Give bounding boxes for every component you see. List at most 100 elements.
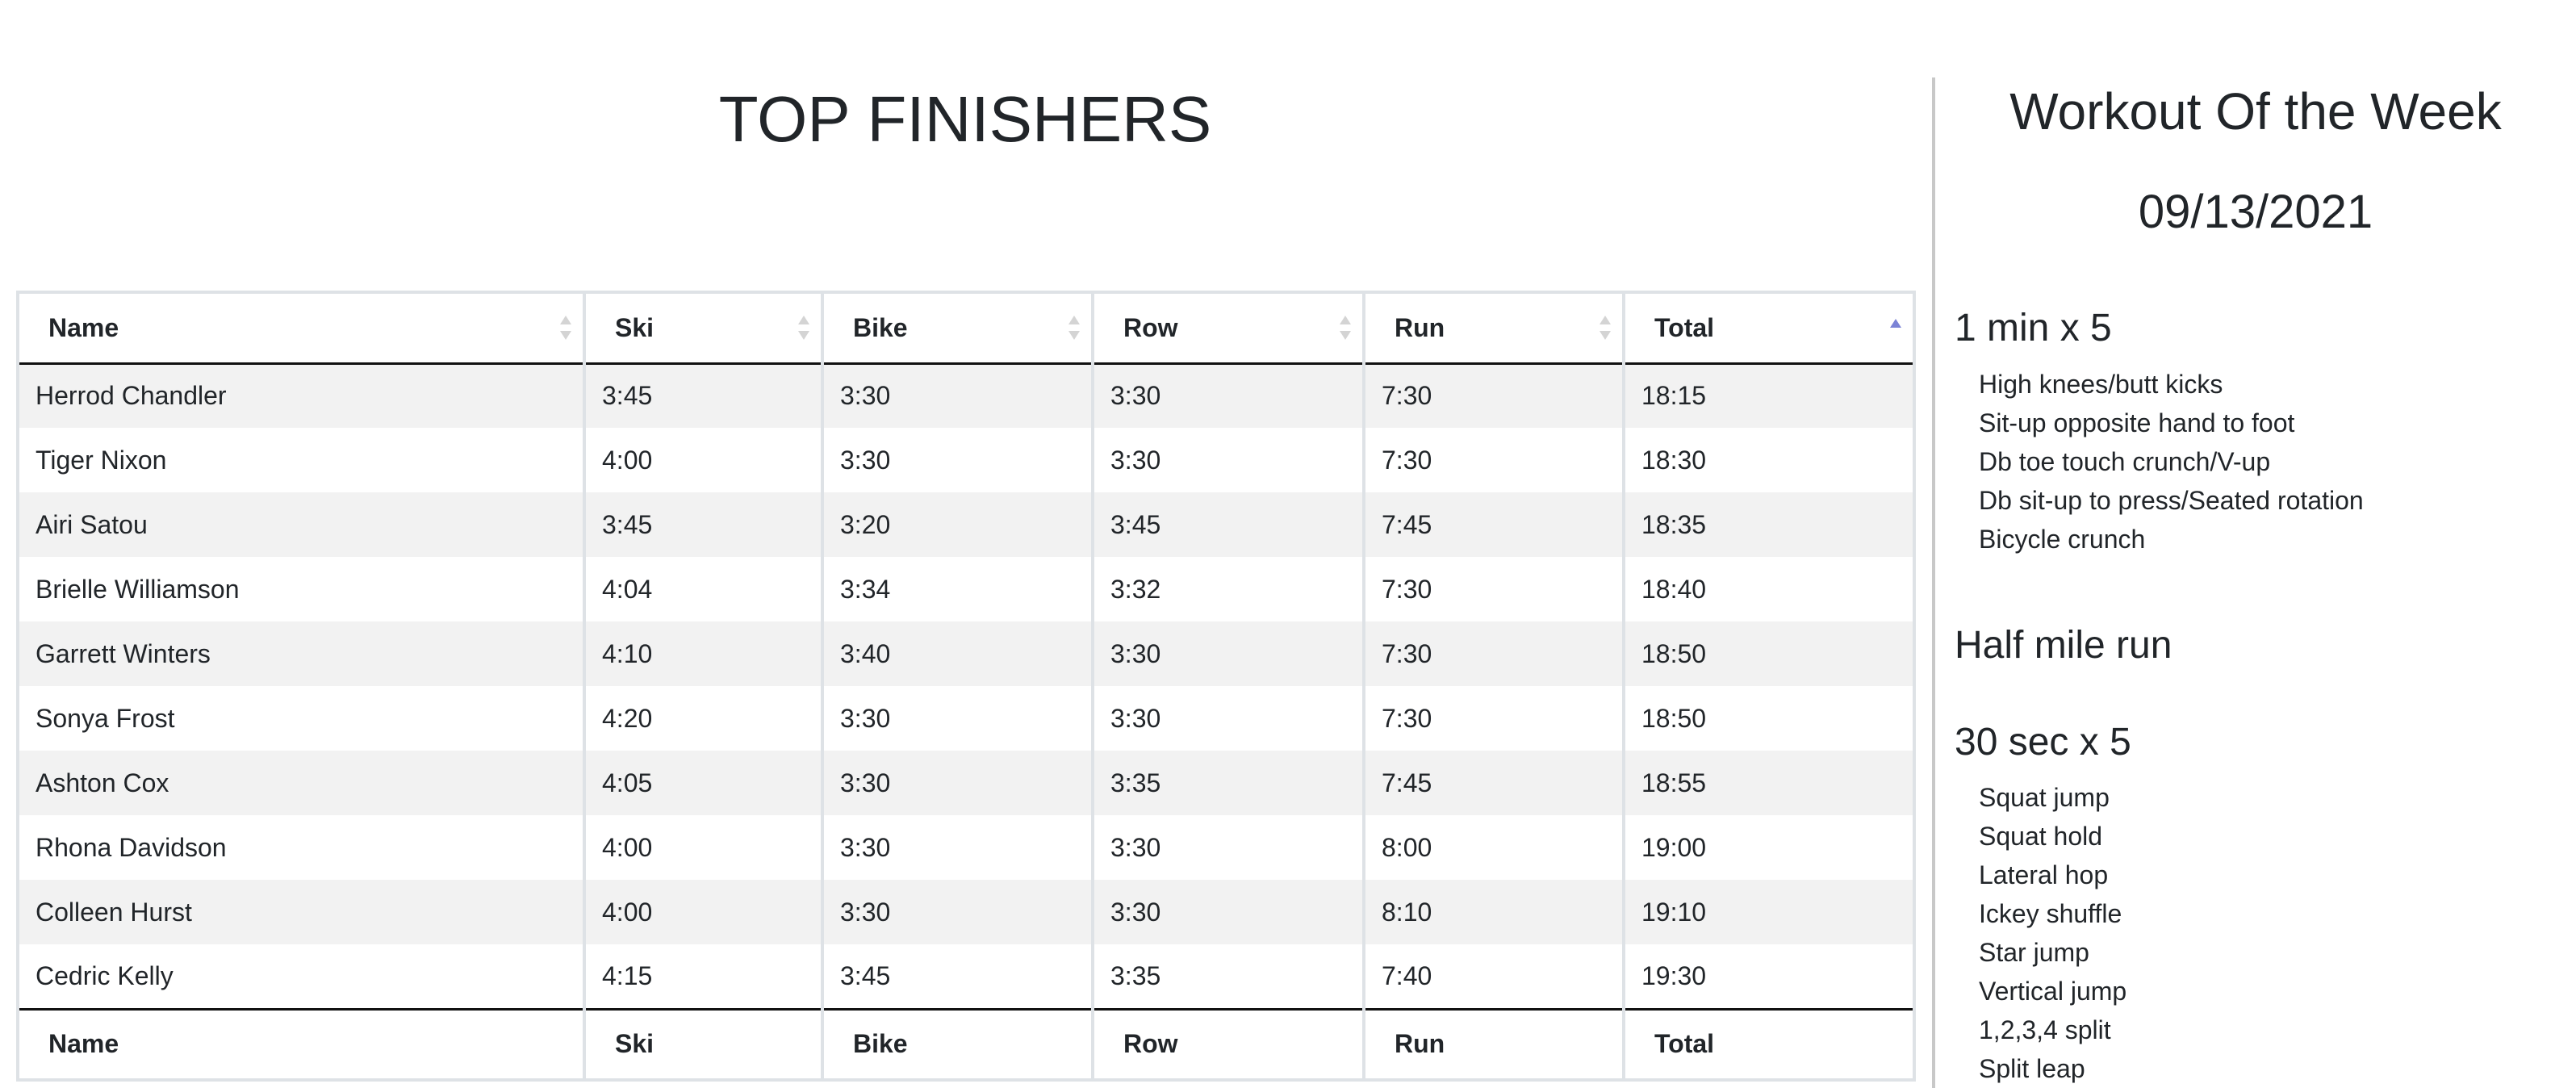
- cell-name: Rhona Davidson: [16, 815, 584, 880]
- exercise-item: Squat jump: [1979, 783, 2110, 812]
- cell-name: Colleen Hurst: [16, 880, 584, 944]
- vertical-divider: [1932, 77, 1935, 1088]
- column-header-row[interactable]: Row: [1091, 291, 1364, 365]
- cell-ski: 4:20: [583, 686, 822, 751]
- cell-bike: 3:40: [821, 621, 1093, 686]
- table-row: Airi Satou 3:45 3:20 3:45 7:45 18:35: [16, 492, 1916, 557]
- cell-total: 19:00: [1622, 815, 1916, 880]
- footer-bike: Bike: [821, 1007, 1093, 1082]
- section-heading: Half mile run: [1955, 624, 2172, 667]
- cell-bike: 3:30: [821, 751, 1093, 815]
- column-header-run[interactable]: Run: [1362, 291, 1624, 365]
- cell-bike: 3:20: [821, 492, 1093, 557]
- table-row: Brielle Williamson 4:04 3:34 3:32 7:30 18:40: [16, 557, 1916, 621]
- exercise-item: Vertical jump: [1979, 977, 2127, 1006]
- cell-run: 8:10: [1362, 880, 1624, 944]
- cell-name: Ashton Cox: [16, 751, 584, 815]
- table-row: Herrod Chandler 3:45 3:30 3:30 7:30 18:15: [16, 363, 1916, 428]
- top-finishers-panel: TOP FINISHERS Name Ski Bike Row Run Tota…: [16, 83, 1916, 1082]
- sort-icon: [1340, 316, 1351, 341]
- cell-name: Herrod Chandler: [16, 363, 584, 428]
- cell-row: 3:35: [1091, 751, 1364, 815]
- exercise-item: Db toe touch crunch/V-up: [1979, 447, 2271, 476]
- exercise-item: Squat hold: [1979, 822, 2103, 851]
- column-header-ski[interactable]: Ski: [583, 291, 822, 365]
- page-title: TOP FINISHERS: [718, 83, 1212, 155]
- table-body: Herrod Chandler 3:45 3:30 3:30 7:30 18:15 Tige…: [16, 363, 1916, 1009]
- exercise-item: Ickey shuffle: [1979, 899, 2122, 928]
- cell-total: 19:10: [1622, 880, 1916, 944]
- cell-ski: 4:04: [583, 557, 822, 621]
- exercise-item: Db sit-up to press/Seated rotation: [1979, 486, 2364, 515]
- cell-ski: 4:10: [583, 621, 822, 686]
- cell-total: 18:40: [1622, 557, 1916, 621]
- section-heading: 1 min x 5: [1955, 307, 2112, 349]
- sort-icon: [1068, 316, 1080, 341]
- table-row: Rhona Davidson 4:00 3:30 3:30 8:00 19:00: [16, 815, 1916, 880]
- cell-total: 18:55: [1622, 751, 1916, 815]
- results-table: Name Ski Bike Row Run Total Herrod Chand…: [16, 291, 1916, 1082]
- sort-icon: [560, 316, 571, 341]
- cell-bike: 3:30: [821, 428, 1093, 492]
- table-row: Tiger Nixon 4:00 3:30 3:30 7:30 18:30: [16, 428, 1916, 492]
- sort-ascending-icon: [1890, 316, 1901, 340]
- cell-row: 3:30: [1091, 621, 1364, 686]
- cell-name: Brielle Williamson: [16, 557, 584, 621]
- cell-total: 19:30: [1622, 944, 1916, 1009]
- exercise-item: Lateral hop: [1979, 860, 2109, 889]
- cell-row: 3:32: [1091, 557, 1364, 621]
- cell-bike: 3:30: [821, 363, 1093, 428]
- cell-row: 3:30: [1091, 428, 1364, 492]
- exercise-item: 1,2,3,4 split: [1979, 1015, 2111, 1044]
- cell-run: 7:40: [1362, 944, 1624, 1009]
- table-row: Ashton Cox 4:05 3:30 3:35 7:45 18:55: [16, 751, 1916, 815]
- cell-name: Airi Satou: [16, 492, 584, 557]
- table-row: Sonya Frost 4:20 3:30 3:30 7:30 18:50: [16, 686, 1916, 751]
- footer-row: Row: [1091, 1007, 1364, 1082]
- results-table-wrapper: Name Ski Bike Row Run Total Herrod Chand…: [16, 291, 1916, 1082]
- column-header-total[interactable]: Total: [1622, 291, 1916, 365]
- footer-run: Run: [1362, 1007, 1624, 1082]
- cell-run: 7:30: [1362, 686, 1624, 751]
- cell-ski: 4:05: [583, 751, 822, 815]
- sort-icon: [798, 316, 809, 341]
- cell-name: Tiger Nixon: [16, 428, 584, 492]
- exercise-item: Split leap: [1979, 1054, 2085, 1083]
- cell-name: Cedric Kelly: [16, 944, 584, 1009]
- column-header-name[interactable]: Name: [16, 291, 584, 365]
- footer-ski: Ski: [583, 1007, 822, 1082]
- exercise-item: Sit-up opposite hand to foot: [1979, 408, 2295, 437]
- workout-date: 09/13/2021: [2138, 186, 2373, 238]
- table-row: Garrett Winters 4:10 3:40 3:30 7:30 18:50: [16, 621, 1916, 686]
- cell-run: 7:45: [1362, 751, 1624, 815]
- cell-ski: 4:00: [583, 815, 822, 880]
- workout-title: Workout Of the Week: [2009, 82, 2502, 140]
- cell-row: 3:30: [1091, 880, 1364, 944]
- cell-run: 7:30: [1362, 557, 1624, 621]
- footer-total: Total: [1622, 1007, 1916, 1082]
- cell-bike: 3:30: [821, 686, 1093, 751]
- sort-icon: [1600, 316, 1611, 341]
- table-row: Colleen Hurst 4:00 3:30 3:30 8:10 19:10: [16, 880, 1916, 944]
- table-footer-row: Name Ski Bike Row Run Total: [16, 1007, 1916, 1082]
- section-heading: 30 sec x 5: [1955, 721, 2131, 764]
- cell-row: 3:45: [1091, 492, 1364, 557]
- cell-bike: 3:30: [821, 880, 1093, 944]
- cell-bike: 3:30: [821, 815, 1093, 880]
- cell-run: 8:00: [1362, 815, 1624, 880]
- cell-total: 18:15: [1622, 363, 1916, 428]
- column-header-bike[interactable]: Bike: [821, 291, 1093, 365]
- cell-ski: 4:00: [583, 880, 822, 944]
- cell-bike: 3:34: [821, 557, 1093, 621]
- cell-run: 7:45: [1362, 492, 1624, 557]
- cell-row: 3:30: [1091, 363, 1364, 428]
- cell-name: Sonya Frost: [16, 686, 584, 751]
- exercise-item: Star jump: [1979, 938, 2089, 967]
- cell-total: 18:50: [1622, 621, 1916, 686]
- footer-name: Name: [16, 1007, 584, 1082]
- exercise-item: High knees/butt kicks: [1979, 370, 2223, 399]
- table-header-row: Name Ski Bike Row Run Total: [16, 291, 1916, 365]
- cell-bike: 3:45: [821, 944, 1093, 1009]
- cell-row: 3:30: [1091, 686, 1364, 751]
